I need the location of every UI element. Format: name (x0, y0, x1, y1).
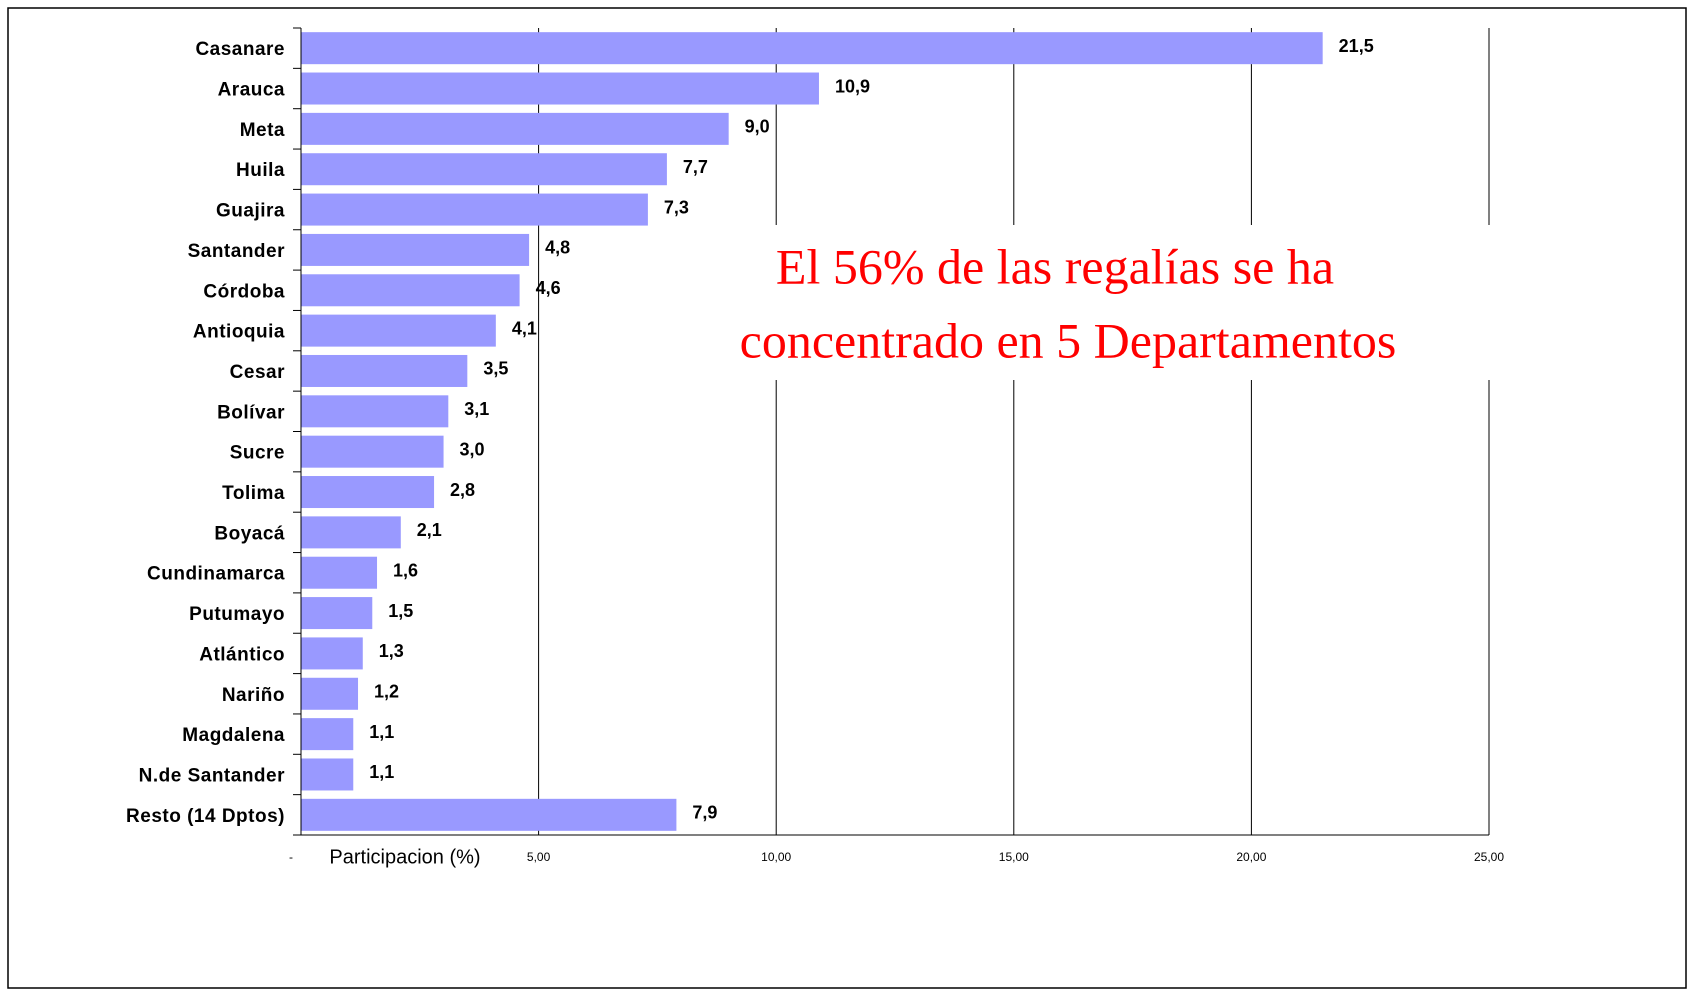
bar (301, 314, 496, 347)
x-tick-label: 25,00 (1474, 850, 1504, 864)
value-label: 7,9 (692, 803, 717, 823)
value-label: 1,5 (388, 601, 413, 621)
bar (301, 758, 354, 791)
x-tick-label: 5,00 (527, 850, 551, 864)
category-label: Boyacá (214, 523, 285, 544)
category-label: Nariño (222, 685, 285, 706)
value-label: 1,1 (369, 722, 394, 742)
annotation: concentrado en 5 Departamentos (740, 312, 1397, 368)
bar (301, 516, 401, 549)
bar (301, 32, 1323, 65)
bar (301, 718, 354, 751)
bar (301, 637, 363, 670)
bar (301, 153, 667, 186)
value-label: 1,3 (379, 641, 404, 661)
bars: Casanare 21,5 Arauca 10,9 Meta 9,0 Huila 7,7 Gua… (126, 28, 1374, 835)
category-label: Cesar (230, 362, 285, 383)
value-label: 1,6 (393, 560, 418, 580)
category-label: Huila (236, 160, 285, 181)
value-label: 9,0 (745, 117, 770, 137)
bar (301, 112, 729, 145)
bar (301, 354, 468, 387)
category-label: Cundinamarca (147, 564, 285, 585)
category-label: Sucre (230, 443, 285, 464)
category-label: Bolívar (217, 402, 285, 423)
annotation-box (618, 225, 1490, 380)
value-label: 2,8 (450, 480, 475, 500)
bar (301, 476, 435, 509)
bar (301, 72, 819, 105)
bar (301, 798, 677, 831)
category-label: Tolima (222, 483, 285, 504)
value-label: 10,9 (835, 76, 870, 96)
category-label: Magdalena (182, 725, 285, 746)
x-tick-label: 20,00 (1236, 850, 1266, 864)
value-label: 3,0 (460, 439, 485, 459)
bar (301, 274, 520, 307)
value-label: 4,6 (536, 278, 561, 298)
category-label: Córdoba (203, 281, 285, 302)
category-label: Antioquia (193, 322, 285, 343)
category-label: Resto (14 Dptos) (126, 806, 285, 827)
category-label: Atlántico (199, 644, 285, 665)
bar (301, 395, 449, 428)
bar (301, 556, 378, 589)
x-tick-label: 10,00 (761, 850, 791, 864)
x-tick-label: 15,00 (999, 850, 1029, 864)
frame (7, 7, 1687, 989)
category-label: Casanare (195, 39, 285, 60)
value-label: 2,1 (417, 520, 442, 540)
value-label: 4,1 (512, 318, 537, 338)
bar (301, 193, 648, 226)
category-label: Arauca (218, 80, 285, 101)
category-label: Guajira (216, 201, 285, 222)
bar (301, 435, 444, 468)
value-label: 3,5 (483, 359, 508, 379)
x-tick-label: - (289, 850, 293, 864)
annotation: El 56% de las regalías se ha (776, 238, 1334, 294)
value-label: 1,2 (374, 682, 399, 702)
bar (301, 677, 359, 710)
value-label: 21,5 (1339, 36, 1374, 56)
value-label: 4,8 (545, 238, 570, 258)
value-label: 3,1 (464, 399, 489, 419)
value-label: 7,7 (683, 157, 708, 177)
category-label: Santander (188, 241, 286, 262)
value-label: 7,3 (664, 197, 689, 217)
bar (301, 233, 530, 266)
category-label: N.de Santander (139, 765, 285, 786)
value-label: 1,1 (369, 762, 394, 782)
category-label: Meta (240, 120, 285, 141)
category-label: Putumayo (189, 604, 285, 625)
bar (301, 597, 373, 630)
x-axis-label: Participacion (%) (329, 846, 480, 868)
